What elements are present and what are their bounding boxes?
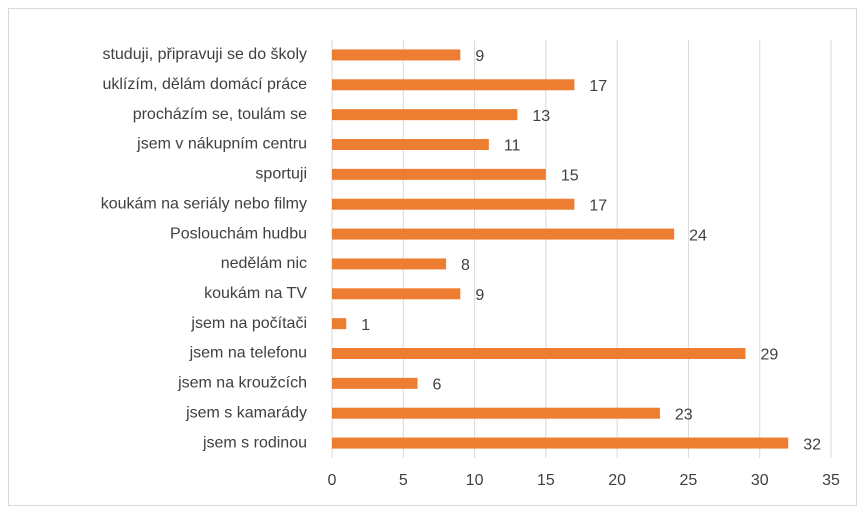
y-tick-label: jsem na kroužcích (177, 375, 307, 392)
bar (332, 49, 461, 61)
bar (332, 198, 575, 210)
bar (332, 139, 489, 150)
bar (332, 377, 418, 389)
y-tick-label: nedělám nic (221, 255, 307, 272)
bar (332, 109, 518, 121)
data-label: 9 (475, 287, 484, 304)
bar (332, 407, 660, 419)
bar (332, 288, 461, 300)
x-tick-label: 10 (466, 472, 484, 489)
y-tick-label: koukám na seriály nebo filmy (101, 195, 307, 212)
data-label: 6 (433, 377, 442, 394)
data-label: 8 (461, 257, 470, 274)
data-label: 29 (760, 347, 778, 364)
data-label: 11 (504, 138, 521, 155)
y-tick-label: sportuji (255, 166, 307, 183)
y-tick-label: Poslouchám hudbu (170, 225, 307, 242)
data-label: 13 (532, 108, 550, 125)
x-tick-label: 30 (751, 472, 769, 489)
bar (332, 318, 347, 330)
x-tick-label: 25 (680, 472, 698, 489)
y-tick-label: jsem s kamarády (185, 404, 307, 421)
bar (332, 79, 575, 91)
chart-border (8, 8, 857, 506)
bar (332, 437, 789, 449)
y-tick-label: uklízím, dělám domácí práce (102, 76, 307, 93)
y-tick-label: koukám na TV (204, 285, 307, 302)
x-tick-label: 5 (399, 472, 408, 489)
data-label: 24 (689, 227, 707, 244)
bar (332, 348, 746, 359)
y-tick-label: procházím se, toulám se (133, 106, 307, 123)
y-tick-label: jsem na telefonu (189, 345, 307, 362)
data-label: 17 (589, 78, 607, 95)
x-tick-label: 0 (328, 472, 337, 489)
bar (332, 168, 546, 180)
x-tick-label: 35 (822, 472, 840, 489)
data-label: 15 (561, 168, 579, 185)
data-label: 23 (675, 406, 693, 423)
y-tick-label: jsem s rodinou (202, 434, 307, 451)
x-tick-label: 20 (608, 472, 626, 489)
data-label: 17 (589, 197, 607, 214)
data-label: 9 (475, 48, 484, 65)
data-label: 32 (803, 436, 821, 453)
data-label: 1 (361, 317, 370, 334)
y-tick-label: studuji, připravuji se do školy (102, 46, 307, 63)
x-tick-label: 15 (537, 472, 555, 489)
y-tick-label: jsem v nákupním centru (136, 136, 307, 153)
bar (332, 228, 675, 240)
y-tick-label: jsem na počítači (190, 315, 307, 332)
bar (332, 258, 447, 270)
